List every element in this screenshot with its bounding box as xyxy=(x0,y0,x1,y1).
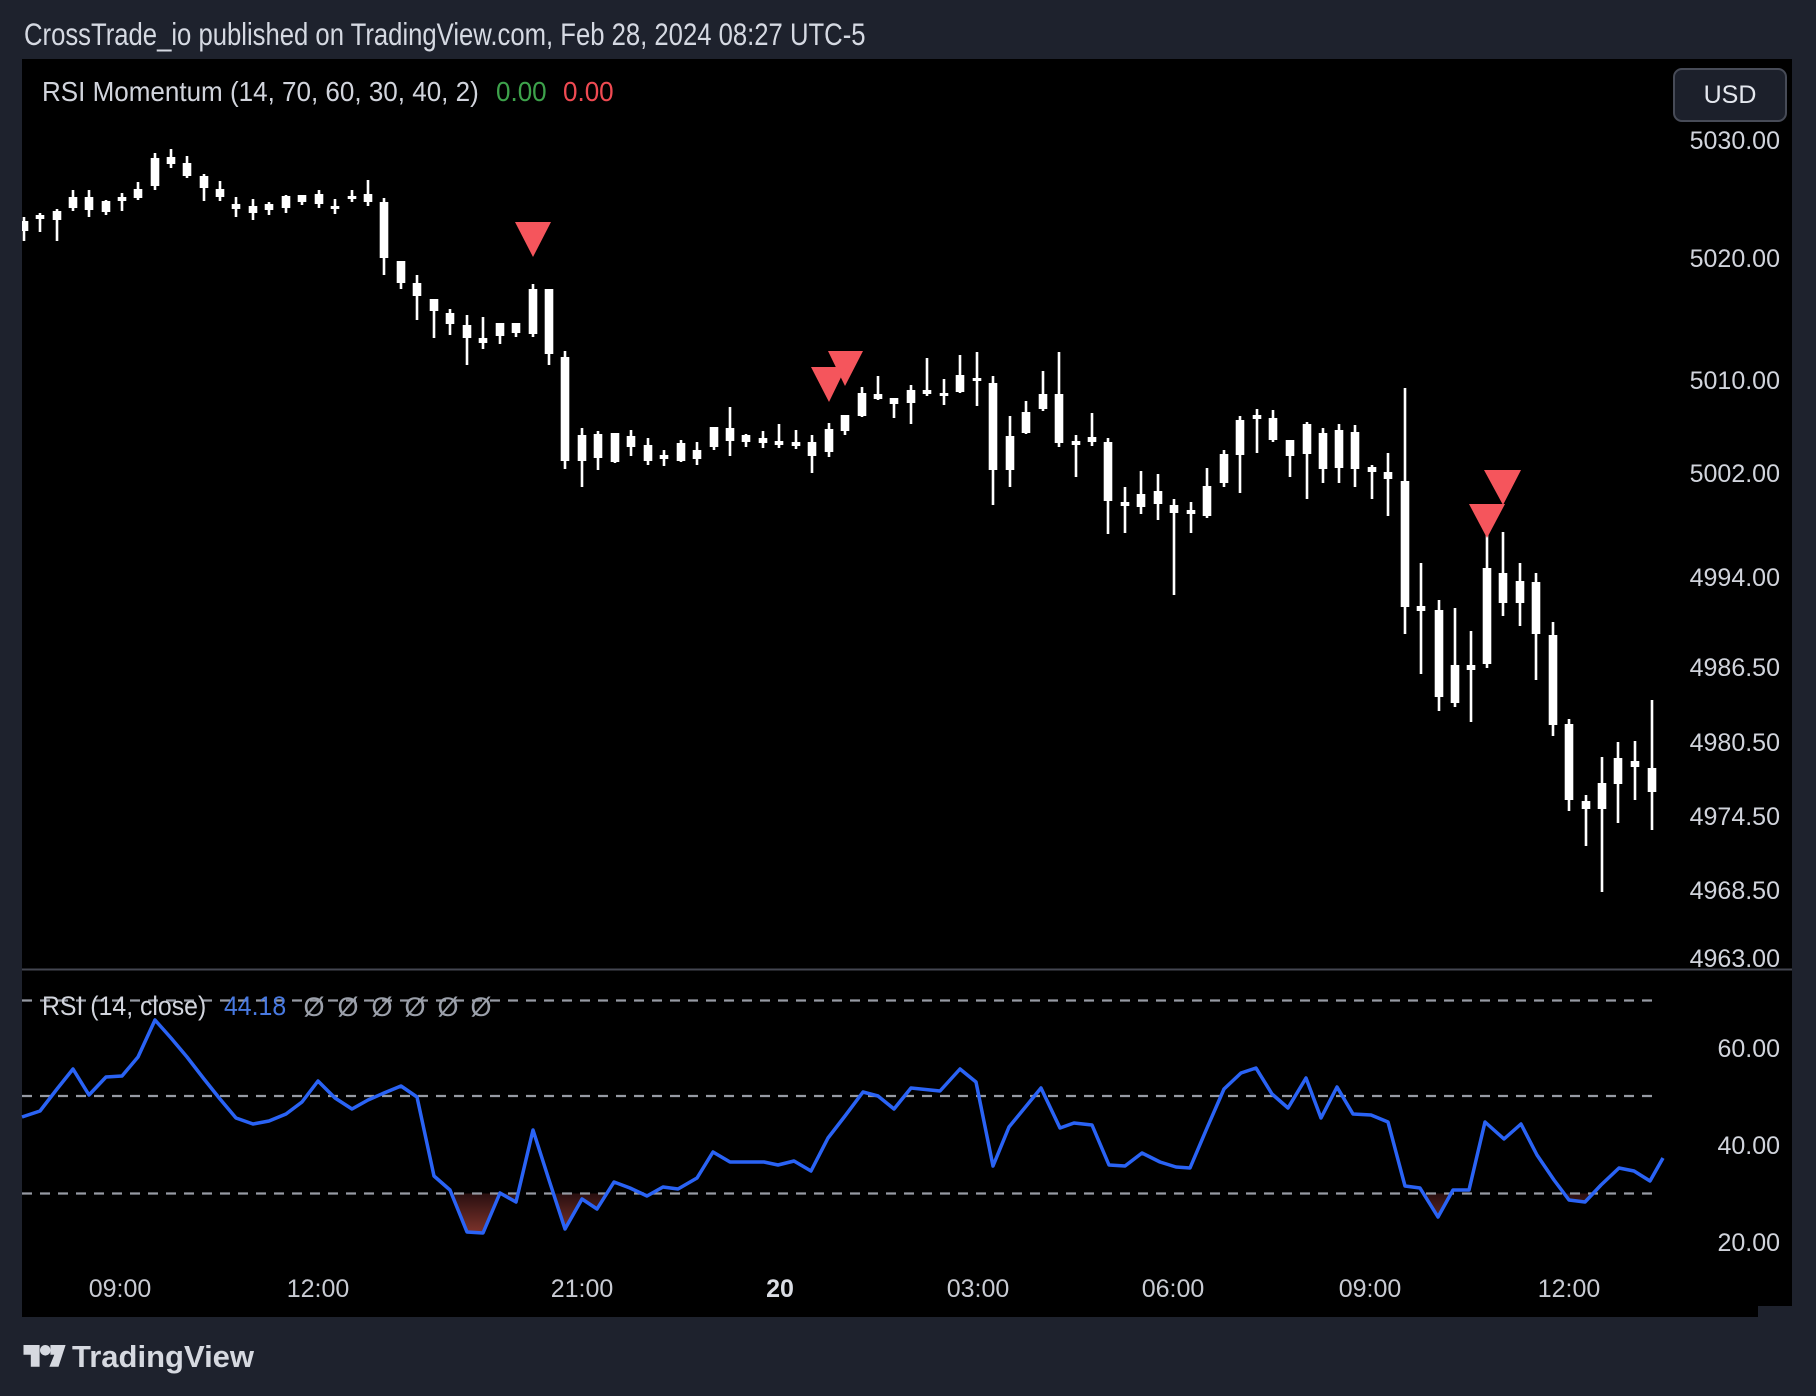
svg-text:09:00: 09:00 xyxy=(89,1275,152,1303)
svg-text:Ø: Ø xyxy=(437,992,458,1022)
svg-text:4974.50: 4974.50 xyxy=(1690,803,1780,831)
svg-text:21:00: 21:00 xyxy=(551,1275,614,1303)
svg-text:0.00: 0.00 xyxy=(563,76,614,107)
svg-text:12:00: 12:00 xyxy=(287,1275,350,1303)
svg-text:03:00: 03:00 xyxy=(947,1275,1010,1303)
svg-text:0.00: 0.00 xyxy=(496,76,547,107)
svg-text:4980.50: 4980.50 xyxy=(1690,729,1780,757)
svg-text:4994.00: 4994.00 xyxy=(1690,564,1780,592)
svg-text:5020.00: 5020.00 xyxy=(1690,245,1780,273)
svg-text:Ø: Ø xyxy=(470,992,491,1022)
svg-text:CrossTrade_io published on Tra: CrossTrade_io published on TradingView.c… xyxy=(24,18,866,53)
svg-text:Ø: Ø xyxy=(404,992,425,1022)
svg-text:40.00: 40.00 xyxy=(1717,1132,1780,1160)
svg-text:RSI (14, close): RSI (14, close) xyxy=(42,992,206,1021)
svg-text:20.00: 20.00 xyxy=(1717,1229,1780,1257)
svg-text:06:00: 06:00 xyxy=(1142,1275,1205,1303)
svg-text:RSI Momentum (14, 70, 60, 30,: RSI Momentum (14, 70, 60, 30, 40, 2) xyxy=(42,76,479,107)
svg-text:09:00: 09:00 xyxy=(1339,1275,1402,1303)
svg-text:20: 20 xyxy=(766,1275,794,1303)
svg-text:5010.00: 5010.00 xyxy=(1690,367,1780,395)
svg-text:5002.00: 5002.00 xyxy=(1690,460,1780,488)
svg-text:Ø: Ø xyxy=(303,992,324,1022)
svg-text:4963.00: 4963.00 xyxy=(1690,945,1780,973)
svg-text:60.00: 60.00 xyxy=(1717,1035,1780,1063)
svg-text:4968.50: 4968.50 xyxy=(1690,877,1780,905)
svg-text:Ø: Ø xyxy=(371,992,392,1022)
svg-text:TradingView: TradingView xyxy=(72,1339,255,1374)
svg-text:12:00: 12:00 xyxy=(1538,1275,1601,1303)
svg-text:44.18: 44.18 xyxy=(224,992,286,1021)
svg-text:Ø: Ø xyxy=(337,992,358,1022)
svg-text:4986.50: 4986.50 xyxy=(1690,654,1780,682)
svg-text:5030.00: 5030.00 xyxy=(1690,127,1780,155)
